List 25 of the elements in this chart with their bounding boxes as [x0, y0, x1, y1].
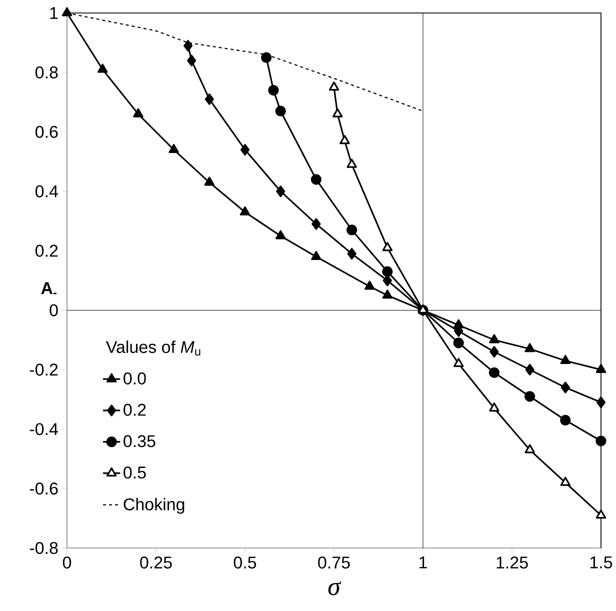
legend-title: Values of M$_{u}$	[106, 340, 200, 356]
y-tick-label: 0.8	[35, 66, 58, 78]
y-tick-label: -0.6	[30, 482, 58, 495]
x-axis-title: σ	[328, 582, 342, 596]
y-tick-label: 1	[50, 7, 58, 19]
x-tick-label: 0.25	[140, 556, 172, 569]
legend-label: 0.35	[124, 435, 156, 448]
y-axis-title: A$_{-}$	[41, 282, 56, 294]
y-tick-label: 0.6	[35, 126, 58, 138]
y-tick-label: -0.4	[30, 423, 58, 436]
legend-label: 0.2	[124, 404, 146, 416]
y-tick-label: 0.4	[35, 185, 58, 198]
x-tick-label: 0.5	[234, 556, 256, 569]
y-tick-label: -0.2	[30, 364, 58, 376]
y-tick-label: -0.8	[30, 542, 58, 554]
y-tick-label: 0.2	[35, 244, 58, 257]
x-tick-label: 0.75	[318, 556, 350, 569]
x-tick-label: 0	[62, 556, 72, 569]
legend-label: Choking	[124, 498, 184, 514]
y-tick-label: 0	[50, 304, 58, 316]
x-tick-label: 1.5	[590, 556, 612, 568]
x-tick-label: 1	[420, 556, 427, 568]
x-tick-label: 1.25	[496, 556, 528, 569]
legend-label: 0.0	[124, 372, 146, 384]
legend-label: 0.5	[124, 466, 146, 479]
